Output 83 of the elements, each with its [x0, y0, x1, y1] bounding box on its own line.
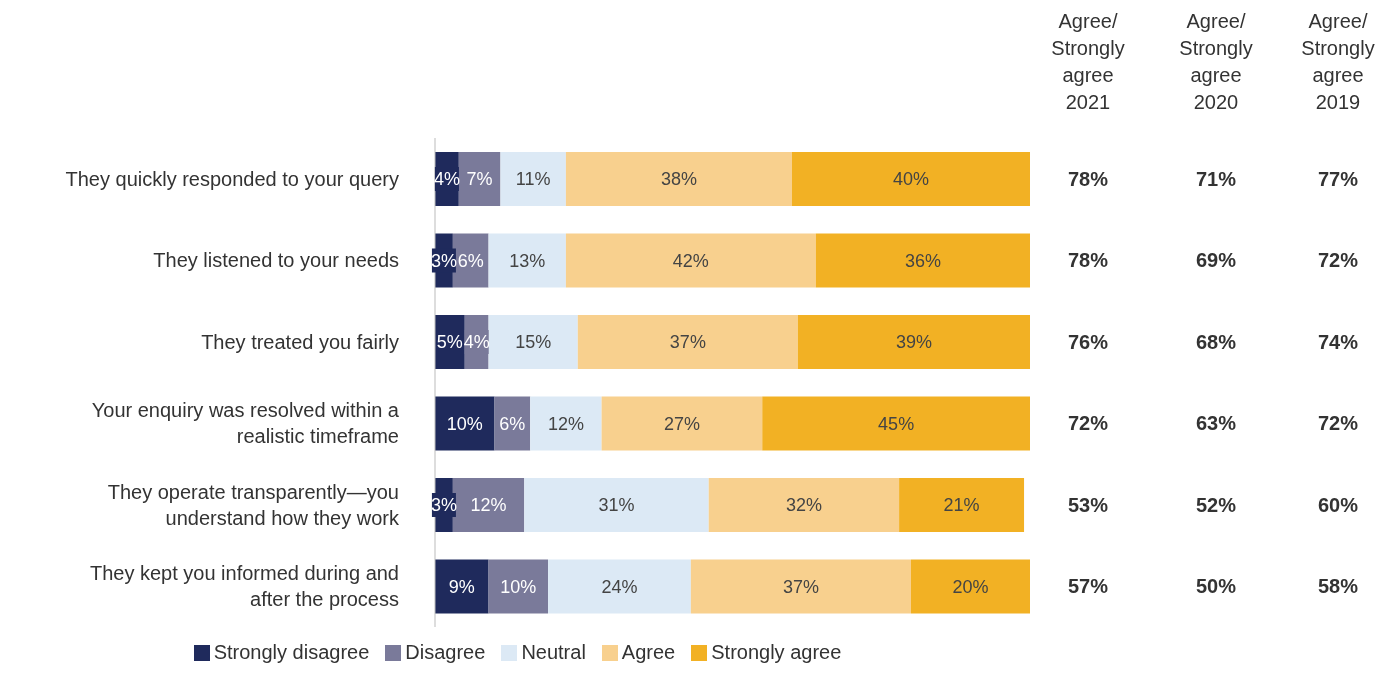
data-label: 12% — [547, 413, 584, 434]
text: 72% — [1067, 411, 1109, 437]
data-label: 9% — [448, 576, 475, 597]
bar — [530, 396, 602, 451]
bar — [815, 233, 1030, 288]
y-tick-label: They kept you informed during and after the process — [89, 562, 399, 611]
data-label: 7% — [466, 169, 493, 189]
text: 78% — [1067, 248, 1109, 274]
data-label: 4% — [463, 332, 490, 352]
data-label: 31% — [598, 495, 635, 515]
bar — [577, 315, 798, 369]
y-tick-label: They listened to your needs — [153, 249, 399, 272]
text: 53% — [1067, 492, 1109, 518]
data-label: 6% — [499, 413, 526, 434]
text: 76% — [1067, 329, 1109, 355]
data-label: 42% — [672, 250, 709, 271]
data-label: 39% — [895, 332, 932, 352]
bar — [690, 559, 911, 614]
data-label: 3% — [430, 250, 457, 271]
bar — [488, 559, 549, 614]
text: Agree/ Strongly agree 2019 — [1300, 9, 1376, 115]
bar — [601, 396, 763, 451]
y-tick-label: They quickly responded to your query — [65, 167, 399, 190]
bar — [488, 315, 578, 369]
bar — [488, 233, 566, 288]
bar — [792, 152, 1030, 206]
text: 60% — [1317, 492, 1359, 518]
legend-label: Strongly disagree — [213, 641, 370, 664]
data-label: 15% — [515, 332, 552, 352]
data-label: 10% — [446, 413, 483, 434]
text: 74% — [1317, 329, 1359, 355]
data-label: 21% — [943, 495, 980, 515]
data-label: 45% — [878, 413, 915, 434]
data-label: 32% — [785, 495, 822, 515]
text: Agree/ Strongly agree 2021 — [1050, 9, 1126, 115]
data-label: 38% — [660, 169, 697, 189]
bar — [500, 152, 566, 206]
data-label: 3% — [430, 495, 457, 515]
data-label: 24% — [601, 576, 638, 597]
data-label: 5% — [436, 332, 463, 352]
text: 68% — [1195, 329, 1237, 355]
legend-label: Neutral — [521, 641, 586, 664]
text: 72% — [1317, 411, 1359, 437]
bar — [708, 478, 900, 532]
bar — [565, 152, 792, 206]
data-label: 27% — [663, 413, 700, 434]
y-tick-label: Your enquiry was resolved within a realistic timeframe — [91, 399, 400, 448]
data-label: 11% — [515, 169, 551, 189]
legend-label: Strongly agree — [711, 641, 842, 664]
bar — [797, 315, 1030, 369]
text: 63% — [1195, 411, 1237, 437]
data-label: 36% — [904, 250, 941, 271]
text: 69% — [1195, 248, 1237, 274]
text: Agree/ Strongly agree 2020 — [1178, 9, 1254, 115]
bar — [762, 396, 1030, 451]
text: 77% — [1317, 166, 1359, 192]
bar — [435, 559, 489, 614]
text: 52% — [1195, 492, 1237, 518]
data-label: 10% — [500, 576, 537, 597]
data-label: 13% — [509, 250, 546, 271]
y-tick-label: They treated you fairly — [201, 330, 399, 353]
data-label: 40% — [892, 169, 930, 189]
data-label: 20% — [952, 576, 989, 597]
bar — [524, 478, 709, 532]
text: 71% — [1195, 166, 1237, 192]
legend-label: Disagree — [405, 641, 486, 664]
bar — [911, 559, 1030, 614]
data-label: 12% — [470, 495, 507, 515]
bar — [565, 233, 816, 288]
text: 50% — [1195, 574, 1237, 600]
data-label: 6% — [457, 250, 484, 271]
text: 72% — [1317, 248, 1359, 274]
data-label: 37% — [669, 332, 706, 352]
text: 57% — [1067, 574, 1109, 600]
data-label: 37% — [782, 576, 819, 597]
bar — [435, 396, 495, 451]
text: 58% — [1317, 574, 1359, 600]
bar — [458, 152, 501, 206]
bar — [899, 478, 1025, 532]
y-tick-label: They operate transparently—you understand how they work — [107, 480, 400, 529]
legend-label: Agree — [621, 641, 676, 664]
text: 78% — [1067, 166, 1109, 192]
bar — [548, 559, 691, 614]
